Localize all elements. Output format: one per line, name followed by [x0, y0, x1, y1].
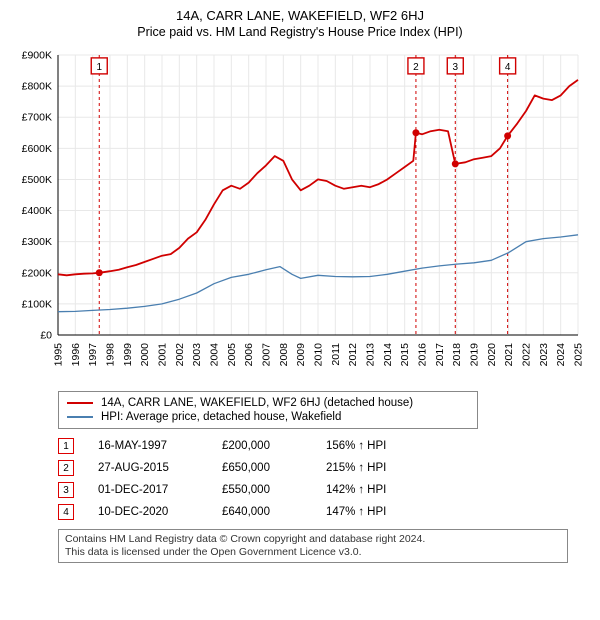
- svg-text:2016: 2016: [417, 343, 429, 367]
- event-hpi: 147% ↑ HPI: [326, 506, 386, 518]
- arrow-up-icon: ↑: [358, 440, 364, 452]
- event-marker-box: 2: [58, 460, 74, 476]
- svg-text:2011: 2011: [330, 343, 342, 366]
- legend-swatch: [67, 402, 93, 404]
- svg-text:2008: 2008: [278, 343, 290, 367]
- svg-text:2022: 2022: [521, 343, 533, 367]
- svg-text:£700K: £700K: [22, 112, 52, 124]
- footer-line1: Contains HM Land Registry data © Crown c…: [65, 533, 561, 546]
- svg-text:2: 2: [413, 62, 419, 73]
- event-marker-box: 3: [58, 482, 74, 498]
- event-price: £640,000: [222, 506, 302, 518]
- legend-item: HPI: Average price, detached house, Wake…: [67, 410, 469, 424]
- arrow-up-icon: ↑: [358, 484, 364, 496]
- svg-text:2007: 2007: [261, 343, 273, 367]
- svg-text:£900K: £900K: [22, 50, 52, 62]
- svg-text:2021: 2021: [503, 343, 515, 367]
- legend: 14A, CARR LANE, WAKEFIELD, WF2 6HJ (deta…: [58, 391, 478, 429]
- event-price: £550,000: [222, 484, 302, 496]
- event-marker-box: 4: [58, 504, 74, 520]
- event-row: 3 01-DEC-2017 £550,000 142% ↑ HPI: [58, 479, 590, 501]
- event-hpi: 142% ↑ HPI: [326, 484, 386, 496]
- svg-text:2003: 2003: [191, 343, 203, 367]
- svg-text:2013: 2013: [365, 343, 377, 367]
- chart-area: £0 £100K £200K £300K £400K £500K £600K £700K £80…: [10, 45, 590, 385]
- svg-text:1998: 1998: [105, 343, 117, 367]
- event-price: £200,000: [222, 440, 302, 452]
- event-date: 16-MAY-1997: [98, 440, 198, 452]
- arrow-up-icon: ↑: [358, 506, 364, 518]
- legend-label: HPI: Average price, detached house, Wake…: [101, 411, 341, 423]
- svg-text:2024: 2024: [555, 343, 567, 367]
- svg-text:£0: £0: [40, 330, 52, 342]
- event-row: 4 10-DEC-2020 £640,000 147% ↑ HPI: [58, 501, 590, 523]
- legend-swatch: [67, 416, 93, 417]
- svg-text:£600K: £600K: [22, 143, 52, 155]
- svg-text:2005: 2005: [226, 343, 238, 367]
- svg-text:2018: 2018: [451, 343, 463, 367]
- event-price: £650,000: [222, 462, 302, 474]
- svg-text:2001: 2001: [157, 343, 169, 367]
- svg-text:2004: 2004: [209, 343, 221, 367]
- svg-text:2023: 2023: [538, 343, 550, 367]
- chart-svg: £0 £100K £200K £300K £400K £500K £600K £700K £80…: [10, 45, 590, 385]
- svg-text:2019: 2019: [469, 343, 481, 367]
- event-table: 1 16-MAY-1997 £200,000 156% ↑ HPI 2 27-AUG-20…: [58, 435, 590, 523]
- svg-text:2002: 2002: [174, 343, 186, 367]
- svg-text:2014: 2014: [382, 343, 394, 367]
- event-date: 10-DEC-2020: [98, 506, 198, 518]
- event-row: 1 16-MAY-1997 £200,000 156% ↑ HPI: [58, 435, 590, 457]
- chart-subtitle: Price paid vs. HM Land Registry's House …: [10, 25, 590, 39]
- svg-text:£800K: £800K: [22, 81, 52, 93]
- svg-text:£400K: £400K: [22, 205, 52, 217]
- event-row: 2 27-AUG-2015 £650,000 215% ↑ HPI: [58, 457, 590, 479]
- footer-line2: This data is licensed under the Open Gov…: [65, 546, 561, 559]
- svg-text:2000: 2000: [139, 343, 151, 367]
- arrow-up-icon: ↑: [358, 462, 364, 474]
- footer-attribution: Contains HM Land Registry data © Crown c…: [58, 529, 568, 563]
- event-hpi: 215% ↑ HPI: [326, 462, 386, 474]
- legend-item: 14A, CARR LANE, WAKEFIELD, WF2 6HJ (deta…: [67, 396, 469, 410]
- svg-text:2012: 2012: [347, 343, 359, 367]
- svg-text:1997: 1997: [87, 343, 99, 367]
- svg-text:£300K: £300K: [22, 236, 52, 248]
- svg-text:2010: 2010: [313, 343, 325, 367]
- svg-text:1996: 1996: [70, 343, 82, 367]
- svg-text:2017: 2017: [434, 343, 446, 367]
- svg-text:1: 1: [96, 62, 102, 73]
- event-date: 01-DEC-2017: [98, 484, 198, 496]
- legend-label: 14A, CARR LANE, WAKEFIELD, WF2 6HJ (deta…: [101, 397, 413, 409]
- svg-text:1995: 1995: [53, 343, 65, 367]
- svg-text:£100K: £100K: [22, 298, 52, 310]
- svg-text:2006: 2006: [243, 343, 255, 367]
- svg-text:£200K: £200K: [22, 267, 52, 279]
- event-marker-box: 1: [58, 438, 74, 454]
- event-date: 27-AUG-2015: [98, 462, 198, 474]
- svg-text:2009: 2009: [295, 343, 307, 367]
- svg-text:2015: 2015: [399, 343, 411, 367]
- svg-text:1999: 1999: [122, 343, 134, 367]
- svg-text:3: 3: [452, 62, 458, 73]
- svg-text:£500K: £500K: [22, 174, 52, 186]
- chart-title: 14A, CARR LANE, WAKEFIELD, WF2 6HJ: [10, 8, 590, 23]
- svg-text:2025: 2025: [573, 343, 585, 367]
- event-hpi: 156% ↑ HPI: [326, 440, 386, 452]
- svg-text:2020: 2020: [486, 343, 498, 367]
- svg-text:4: 4: [505, 62, 511, 73]
